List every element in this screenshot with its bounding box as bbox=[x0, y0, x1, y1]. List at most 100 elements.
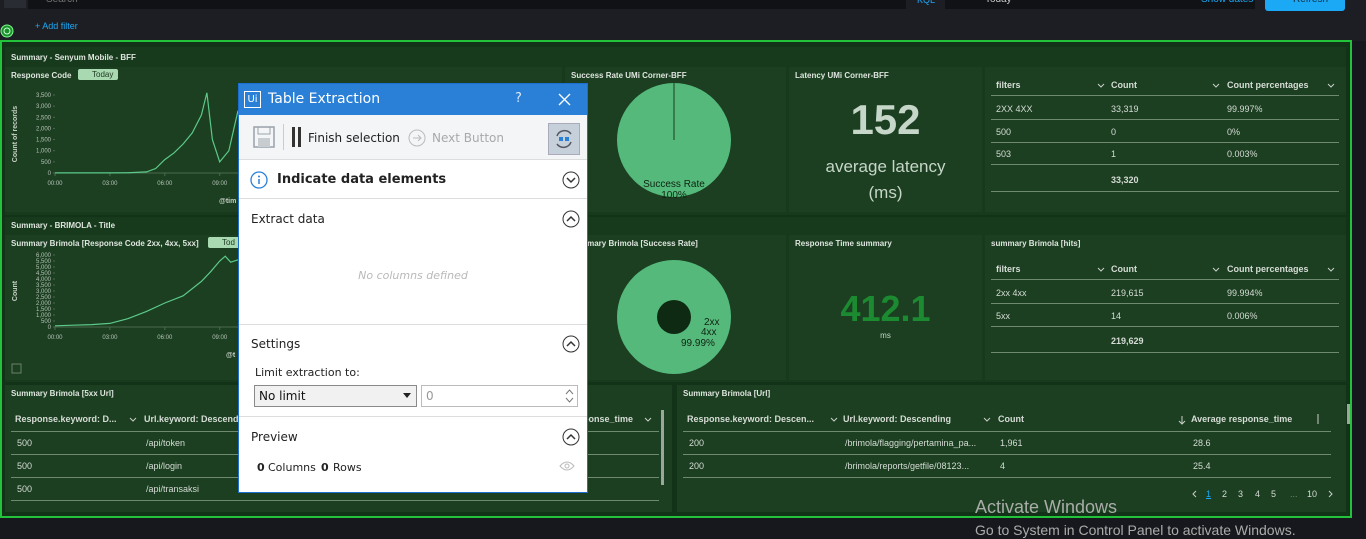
column-header[interactable]: Response.keyword: Descen... bbox=[687, 414, 815, 424]
panel-title: Summary Brimola [Response Code 2xx, 4xx,… bbox=[11, 239, 199, 248]
page-link[interactable]: 2 bbox=[1222, 489, 1228, 499]
stat-unit: ms bbox=[880, 331, 891, 340]
pie-hole bbox=[657, 300, 691, 334]
column-header[interactable]: Average response_time bbox=[1191, 414, 1293, 424]
table-cell: 0.006% bbox=[1227, 310, 1258, 321]
help-button[interactable]: ? bbox=[515, 91, 522, 106]
stat-unit: (ms) bbox=[868, 183, 903, 202]
y-axis-label: Count bbox=[12, 280, 19, 301]
y-tick-label: 5,500 bbox=[36, 259, 52, 265]
column-header[interactable]: ponse_time bbox=[583, 414, 634, 424]
page-link[interactable]: ... bbox=[1290, 489, 1298, 499]
x-tick-label: 09:00 bbox=[212, 335, 228, 341]
panel-title: Response Code bbox=[11, 71, 72, 80]
y-tick-label: 1,000 bbox=[36, 149, 52, 155]
add-filter[interactable]: + Add filter bbox=[35, 21, 78, 31]
page-link[interactable]: 1 bbox=[1206, 489, 1212, 499]
collapse-toggle[interactable] bbox=[562, 335, 580, 353]
table-cell: 2XX 4XX bbox=[996, 104, 1033, 114]
table-cell: 200 bbox=[689, 461, 705, 471]
eye-icon[interactable] bbox=[559, 461, 575, 471]
table-total: 219,629 bbox=[1111, 336, 1144, 346]
column-header[interactable]: Count percentages bbox=[1227, 80, 1309, 90]
table-cell: 0 bbox=[1111, 126, 1117, 137]
collapse-toggle[interactable] bbox=[562, 210, 580, 228]
panel-title: Summary Brimola [Url] bbox=[683, 389, 771, 398]
table-cell: 28.6 bbox=[1193, 438, 1211, 448]
close-button[interactable] bbox=[558, 93, 571, 106]
collapse-toggle[interactable] bbox=[562, 171, 580, 189]
legend-toggle[interactable] bbox=[11, 363, 22, 374]
column-header[interactable]: Count bbox=[998, 414, 1024, 424]
table-cell: /brimola/reports/getfile/08123... bbox=[845, 461, 970, 471]
y-tick-label: 3,000 bbox=[36, 104, 52, 110]
date-picker[interactable]: Today Show dates bbox=[945, 0, 1255, 9]
column-header[interactable]: Url.keyword: Descending bbox=[144, 414, 253, 424]
page-link[interactable]: 5 bbox=[1271, 489, 1277, 499]
pagination-arrows[interactable] bbox=[1192, 490, 1333, 498]
scrollbar[interactable] bbox=[661, 410, 664, 485]
page-link[interactable]: 4 bbox=[1255, 489, 1261, 499]
column-header[interactable]: Count bbox=[1111, 264, 1137, 274]
x-tick-label: 06:00 bbox=[157, 335, 173, 341]
column-header[interactable]: Response.keyword: D... bbox=[15, 414, 117, 424]
y-axis-label: Count of records bbox=[12, 106, 19, 162]
finish-selection[interactable]: Finish selection bbox=[308, 131, 400, 145]
column-header[interactable]: Count percentages bbox=[1227, 264, 1309, 274]
column-header[interactable]: filters bbox=[996, 80, 1021, 90]
scrollbar[interactable] bbox=[1347, 404, 1350, 424]
section-title: Extract data bbox=[251, 212, 325, 226]
refresh-toggle[interactable] bbox=[548, 123, 580, 155]
panel-title: Response Time summary bbox=[795, 239, 892, 248]
table-cell: /brimola/flagging/pertamina_pa... bbox=[845, 438, 977, 448]
refresh-button[interactable]: Refresh bbox=[1265, 0, 1345, 11]
input-value: 0 bbox=[426, 389, 434, 403]
panel-title: mmary Brimola [Success Rate] bbox=[580, 239, 698, 248]
table-cell: 500 bbox=[17, 461, 33, 471]
y-tick-label: 2,500 bbox=[36, 295, 52, 301]
y-tick-label: 0 bbox=[48, 171, 52, 177]
panel bbox=[789, 67, 982, 212]
row-divider bbox=[11, 500, 659, 501]
section-title: Settings bbox=[251, 337, 301, 351]
watermark-title: Activate Windows bbox=[975, 497, 1118, 517]
save-icon[interactable] bbox=[252, 125, 276, 149]
watermark-text: Go to System in Control Panel to activat… bbox=[975, 522, 1296, 538]
row-divider bbox=[991, 325, 1339, 327]
columns-count: 0 bbox=[257, 461, 265, 474]
limit-select[interactable]: No limit bbox=[254, 385, 417, 407]
column-header[interactable]: Url.keyword: Descending bbox=[843, 414, 952, 424]
x-tick-label: 00:00 bbox=[47, 335, 63, 341]
show-dates[interactable]: Show dates bbox=[1201, 0, 1253, 5]
panel bbox=[985, 235, 1346, 380]
limit-count-input[interactable]: 0 bbox=[421, 385, 578, 407]
dialog-title: Table Extraction bbox=[268, 91, 381, 107]
table-cell: 0% bbox=[1227, 126, 1241, 137]
page-link[interactable]: 3 bbox=[1238, 489, 1244, 499]
table-cell: 0.003% bbox=[1227, 149, 1258, 159]
x-tick-label: 03:00 bbox=[102, 181, 118, 187]
panel-title: summary Brimola [hits] bbox=[991, 239, 1081, 248]
separator bbox=[283, 124, 284, 150]
next-button[interactable]: Next Button bbox=[432, 131, 504, 145]
table-cell: /api/login bbox=[146, 461, 183, 471]
table-cell: /api/token bbox=[146, 438, 186, 448]
table-cell: 200 bbox=[689, 438, 705, 448]
section-title: Indicate data elements bbox=[277, 172, 447, 187]
table-cell: 33,319 bbox=[1111, 104, 1139, 114]
table-cell: /api/transaksi bbox=[146, 484, 200, 494]
query-menu[interactable] bbox=[4, 0, 26, 8]
column-header[interactable]: Count bbox=[1111, 80, 1137, 90]
empty-message: No columns defined bbox=[358, 269, 468, 282]
separator bbox=[239, 324, 587, 325]
search-box[interactable]: Search bbox=[28, 0, 906, 9]
row-divider bbox=[991, 141, 1339, 143]
y-tick-label: 0 bbox=[48, 325, 52, 331]
page-link[interactable]: 10 bbox=[1307, 489, 1318, 499]
y-tick-label: 2,000 bbox=[36, 126, 52, 132]
column-header[interactable]: filters bbox=[996, 264, 1021, 274]
collapse-toggle[interactable] bbox=[562, 428, 580, 446]
kql-button[interactable]: KQL bbox=[917, 0, 936, 5]
y-tick-label: 2,000 bbox=[36, 301, 52, 307]
table-cell: 500 bbox=[996, 126, 1012, 137]
